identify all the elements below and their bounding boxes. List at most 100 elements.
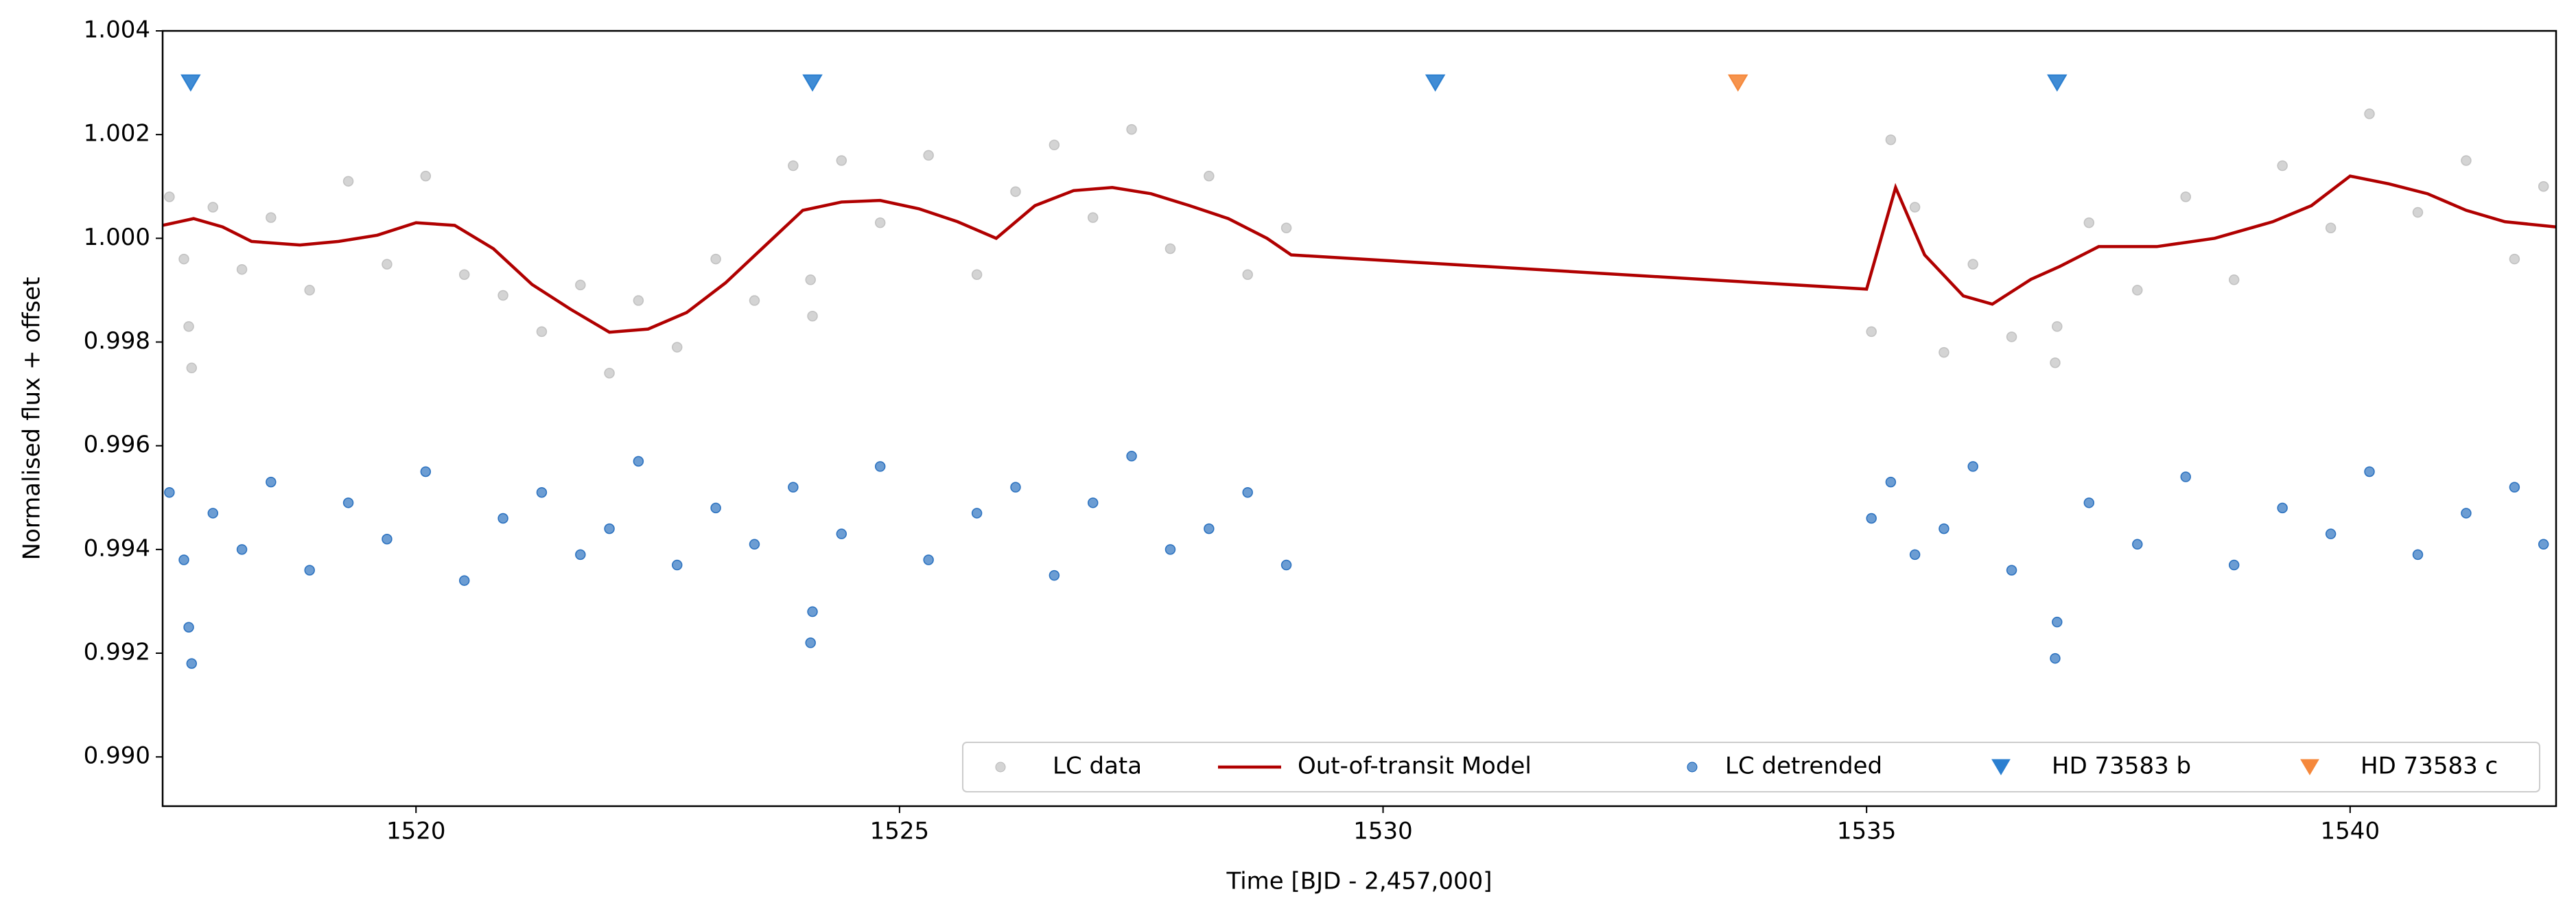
data-point — [266, 476, 277, 488]
data-point — [1010, 186, 1021, 198]
data-point — [836, 528, 847, 539]
y-tick-label: 1.004 — [84, 16, 150, 44]
data-point — [183, 622, 194, 633]
data-point — [2277, 160, 2288, 172]
data-point — [788, 482, 799, 493]
data-point — [2461, 155, 2472, 166]
data-point — [2050, 652, 2061, 664]
model-line — [163, 174, 2556, 334]
data-point — [2277, 502, 2288, 514]
x-tick-label: 1520 — [386, 818, 446, 845]
data-point — [749, 539, 760, 550]
data-point — [575, 549, 586, 561]
data-point — [186, 658, 198, 669]
legend-swatch — [1991, 759, 2011, 776]
data-point — [342, 497, 354, 508]
data-point — [1049, 139, 1060, 151]
data-point — [749, 295, 760, 306]
data-point — [1242, 269, 1253, 281]
axes-frame — [161, 30, 2557, 808]
legend-swatch — [1687, 762, 1698, 773]
data-point — [2052, 616, 2063, 628]
transit-marker — [1425, 74, 1446, 92]
legend-swatch — [995, 762, 1006, 773]
data-point — [807, 310, 818, 322]
data-point — [1010, 482, 1021, 493]
data-point — [807, 606, 818, 617]
data-point — [1126, 123, 1137, 135]
data-point — [971, 508, 983, 519]
data-point — [604, 368, 615, 379]
data-point — [420, 170, 432, 182]
y-tick-label: 0.990 — [84, 742, 150, 770]
legend-label: HD 73583 c — [2361, 753, 2498, 780]
data-point — [2538, 539, 2549, 550]
data-point — [633, 456, 644, 467]
data-point — [836, 155, 847, 166]
data-point — [1280, 222, 1292, 233]
data-point — [971, 269, 983, 281]
data-point — [183, 321, 194, 332]
y-tick-label: 0.998 — [84, 327, 150, 355]
data-point — [1909, 202, 1921, 213]
data-point — [923, 554, 934, 565]
data-point — [497, 290, 508, 301]
legend-box — [962, 742, 2540, 792]
data-point — [1049, 569, 1060, 581]
legend-label: LC data — [1053, 753, 1142, 780]
data-point — [266, 212, 277, 223]
data-point — [2006, 565, 2017, 576]
data-point — [1087, 497, 1099, 508]
data-point — [671, 342, 683, 353]
data-point — [420, 466, 432, 478]
data-point — [164, 486, 175, 498]
data-point — [788, 160, 799, 172]
data-point — [633, 295, 644, 306]
data-point — [536, 326, 548, 338]
data-point — [2180, 471, 2191, 482]
data-point — [178, 253, 189, 265]
data-point — [2228, 559, 2240, 571]
data-point — [1866, 326, 1877, 338]
data-point — [1885, 134, 1897, 145]
transit-marker — [180, 74, 201, 92]
data-point — [2364, 108, 2375, 119]
data-point — [2006, 331, 2017, 342]
data-point — [1939, 346, 1949, 358]
data-point — [710, 502, 721, 514]
legend-label: HD 73583 b — [2052, 753, 2191, 780]
data-point — [1967, 461, 1978, 472]
data-point — [2083, 217, 2095, 228]
data-point — [304, 565, 315, 576]
data-point — [604, 523, 615, 534]
data-point — [236, 263, 248, 275]
data-point — [207, 508, 219, 519]
data-point — [458, 269, 470, 281]
data-point — [164, 191, 175, 202]
y-tick-label: 0.996 — [84, 431, 150, 458]
transit-marker — [1727, 74, 1748, 92]
data-point — [2052, 321, 2063, 332]
data-point — [1204, 523, 1215, 534]
data-point — [2538, 181, 2549, 192]
y-axis-label: Normalised flux + offset — [19, 277, 46, 561]
data-point — [1967, 259, 1978, 270]
transit-marker — [2047, 74, 2068, 92]
data-point — [2083, 497, 2095, 508]
data-point — [2509, 482, 2520, 493]
x-tick-label: 1525 — [870, 818, 930, 845]
data-point — [304, 285, 315, 296]
data-point — [2050, 357, 2061, 368]
data-point — [2412, 549, 2424, 561]
plot-area — [163, 74, 2556, 669]
legend-label: Out-of-transit Model — [1298, 753, 1532, 780]
y-tick-label: 1.002 — [84, 120, 150, 148]
y-tick-label: 0.994 — [84, 534, 150, 562]
data-point — [1885, 476, 1897, 488]
data-point — [207, 202, 219, 213]
data-point — [671, 559, 683, 571]
x-tick-label: 1540 — [2321, 818, 2380, 845]
data-point — [1909, 549, 1921, 561]
